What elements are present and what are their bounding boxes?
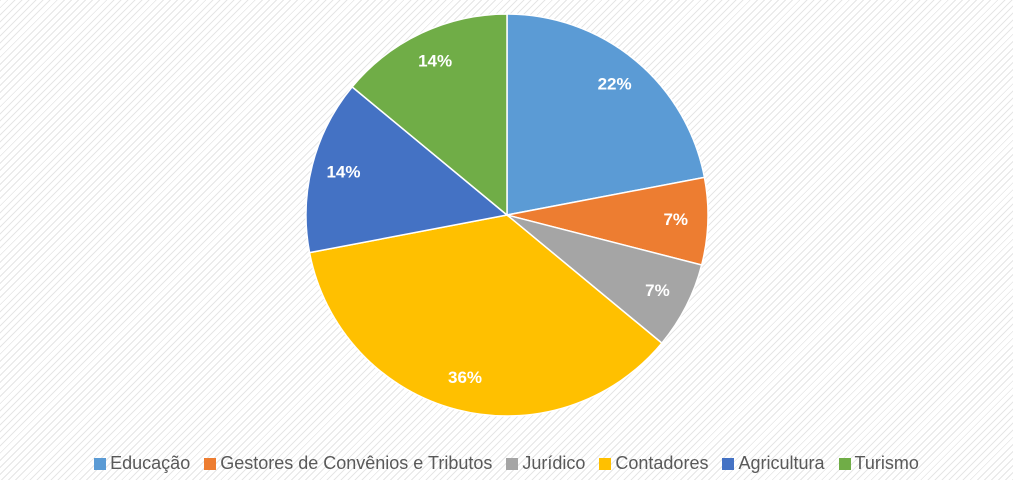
- legend-label: Educação: [110, 453, 191, 473]
- legend: Educação Gestores de Convênios e Tributos…: [0, 453, 1013, 474]
- data-label: 22%: [598, 74, 632, 93]
- legend-swatch: [94, 457, 107, 470]
- legend-item: Agricultura: [722, 453, 825, 474]
- legend-label: Jurídico: [522, 453, 586, 473]
- data-label: 7%: [663, 210, 688, 229]
- data-label: 7%: [645, 281, 670, 300]
- pie-slice: [351, 13, 508, 217]
- chart: 22% 7% 7% 36% 14% 14%: [305, 13, 709, 417]
- data-label: 14%: [326, 162, 360, 181]
- data-label: 14%: [418, 52, 452, 71]
- legend-label: Agricultura: [738, 453, 825, 473]
- pie-slice: [308, 214, 663, 417]
- legend-item: Contadores: [599, 453, 708, 474]
- legend-item: Jurídico: [506, 453, 585, 474]
- pie-slice: [305, 85, 509, 254]
- pie-slice: [506, 13, 706, 216]
- legend-label: Contadores: [615, 453, 709, 473]
- legend-swatch: [838, 457, 851, 470]
- legend-item: Educação: [94, 453, 190, 474]
- legend-swatch: [599, 457, 612, 470]
- legend-swatch: [204, 457, 217, 470]
- legend-item: Turismo: [838, 453, 919, 474]
- legend-swatch: [722, 457, 735, 470]
- legend-label: Gestores de Convênios e Tributos: [220, 453, 493, 473]
- legend-swatch: [506, 457, 519, 470]
- data-label: 36%: [448, 368, 482, 387]
- legend-label: Turismo: [854, 453, 919, 473]
- legend-item: Gestores de Convênios e Tributos: [204, 453, 492, 474]
